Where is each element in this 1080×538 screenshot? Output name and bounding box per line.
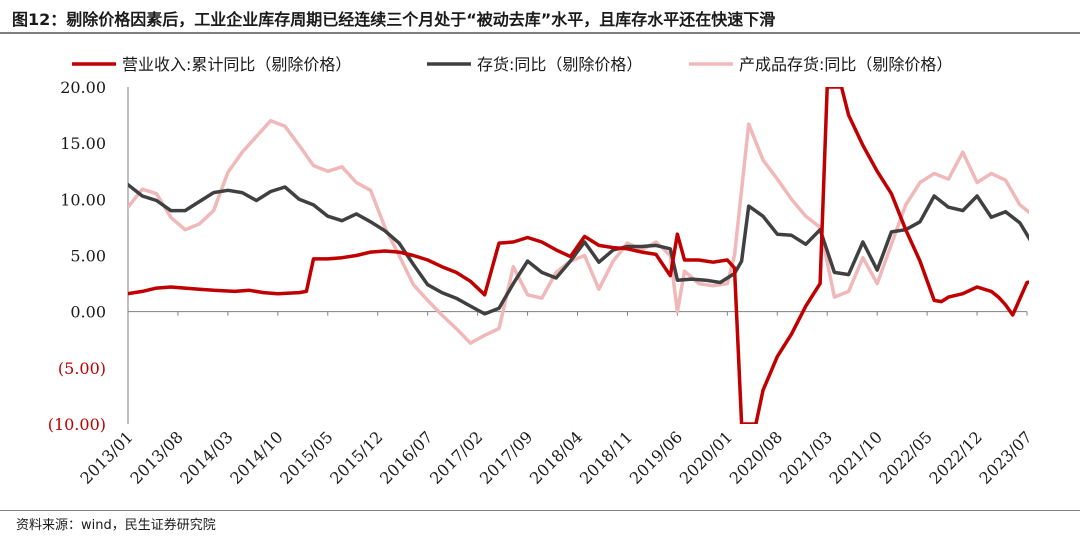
line-chart: 营业收入:累计同比（剔除价格） 存货:同比（剔除价格） 产成品存货:同比（剔除价格）… <box>48 55 1036 488</box>
series-line-3 <box>128 118 1029 345</box>
y-tick-label: (10.00) <box>48 415 106 434</box>
y-tick-label: 0.00 <box>70 303 106 322</box>
series-line-2 <box>128 182 1029 316</box>
figure-title: 图12：剔除价格因素后，工业企业库存周期已经连续三个月处于“被动去库”水平，且库… <box>12 10 776 29</box>
x-tick-label: 2017/02 <box>426 427 486 487</box>
x-tick-label: 2021/03 <box>776 427 836 487</box>
y-tick-label: 10.00 <box>60 190 106 209</box>
y-axis: 20.00 15.00 10.00 5.00 0.00 (5.00) (10.00) <box>48 78 129 434</box>
x-tick-label: 2013/08 <box>126 427 186 487</box>
x-tick-label: 2014/03 <box>176 427 236 487</box>
chart-area: 营业收入:累计同比（剔除价格） 存货:同比（剔除价格） 产成品存货:同比（剔除价格）… <box>0 36 1080 508</box>
y-tick-label: 20.00 <box>60 78 106 97</box>
legend: 营业收入:累计同比（剔除价格） 存货:同比（剔除价格） 产成品存货:同比（剔除价格） <box>72 55 952 74</box>
y-tick-label: 15.00 <box>60 134 106 153</box>
legend-label: 存货:同比（剔除价格） <box>477 55 642 74</box>
plot-area <box>128 87 1029 424</box>
title-rule <box>0 32 1080 34</box>
x-axis: 2013/012013/082014/032014/102015/052015/… <box>76 311 1036 488</box>
y-tick-label: (5.00) <box>58 359 106 378</box>
x-tick-label: 2019/06 <box>626 427 686 487</box>
legend-label: 营业收入:累计同比（剔除价格） <box>122 55 351 74</box>
x-tick-label: 2015/05 <box>276 427 336 487</box>
y-tick-label: 5.00 <box>70 247 106 266</box>
x-tick-label: 2015/12 <box>326 427 386 487</box>
x-tick-label: 2018/11 <box>576 427 636 487</box>
x-tick-label: 2017/09 <box>476 427 536 487</box>
series-line-1 <box>128 87 1029 424</box>
x-tick-label: 2022/12 <box>925 427 985 487</box>
x-tick-label: 2014/10 <box>226 427 286 487</box>
x-tick-label: 2018/04 <box>526 427 586 487</box>
x-tick-label: 2021/10 <box>826 427 886 487</box>
x-tick-label: 2022/05 <box>876 427 936 487</box>
x-tick-label: 2013/01 <box>76 427 136 487</box>
source-rule <box>0 510 1080 511</box>
x-tick-label: 2016/07 <box>376 427 436 487</box>
x-tick-label: 2020/01 <box>676 427 736 487</box>
source-note: 资料来源：wind，民生证券研究院 <box>16 518 216 533</box>
x-tick-label: 2020/08 <box>726 427 786 487</box>
x-tick-label: 2023/07 <box>975 427 1035 487</box>
legend-label: 产成品存货:同比（剔除价格） <box>739 55 952 74</box>
